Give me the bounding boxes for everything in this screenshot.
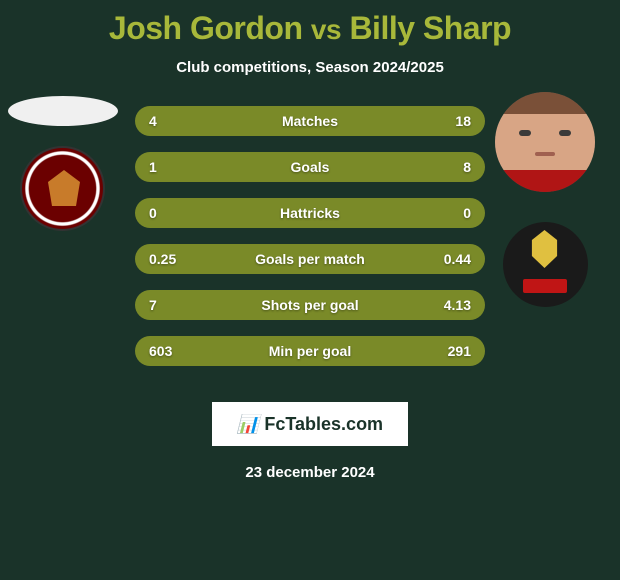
stat-row-goals: 1 Goals 8 [135,152,485,182]
player1-avatar [8,96,118,126]
stat-right-value: 0 [463,205,471,221]
stat-left-value: 4 [149,113,157,129]
stat-row-matches: 4 Matches 18 [135,106,485,136]
stat-row-gpm: 0.25 Goals per match 0.44 [135,244,485,274]
chart-icon: 📊 [237,414,259,435]
player2-name: Billy Sharp [349,10,511,46]
player1-club-badge [20,146,105,231]
stat-row-hattricks: 0 Hattricks 0 [135,198,485,228]
stat-right-value: 0.44 [444,251,471,267]
stat-left-value: 0.25 [149,251,176,267]
right-player-column [495,92,595,307]
subtitle: Club competitions, Season 2024/2025 [0,59,620,76]
footer-date: 23 december 2024 [0,464,620,481]
stat-left-value: 603 [149,343,172,359]
left-player-column [5,96,120,231]
stat-right-value: 8 [463,159,471,175]
player2-face [495,92,595,192]
stat-row-mpg: 603 Min per goal 291 [135,336,485,366]
stat-label: Goals per match [135,251,485,267]
stat-label: Goals [135,159,485,175]
player1-name: Josh Gordon [109,10,303,46]
stat-left-value: 7 [149,297,157,313]
stat-right-value: 4.13 [444,297,471,313]
stat-label: Shots per goal [135,297,485,313]
stat-label: Matches [135,113,485,129]
player2-avatar [495,92,595,192]
stat-right-value: 18 [455,113,471,129]
stats-list: 4 Matches 18 1 Goals 8 0 Hattricks 0 0.2… [135,106,485,382]
comparison-area: 4 Matches 18 1 Goals 8 0 Hattricks 0 0.2… [0,106,620,386]
player2-club-badge [503,222,588,307]
stat-row-spg: 7 Shots per goal 4.13 [135,290,485,320]
stat-label: Hattricks [135,205,485,221]
stat-left-value: 0 [149,205,157,221]
vs-text: vs [311,14,341,45]
brand-text: FcTables.com [264,414,383,435]
stat-label: Min per goal [135,343,485,359]
stat-right-value: 291 [448,343,471,359]
stat-left-value: 1 [149,159,157,175]
page-title: Josh Gordon vs Billy Sharp [0,0,620,47]
brand-badge: 📊 FcTables.com [210,400,410,448]
